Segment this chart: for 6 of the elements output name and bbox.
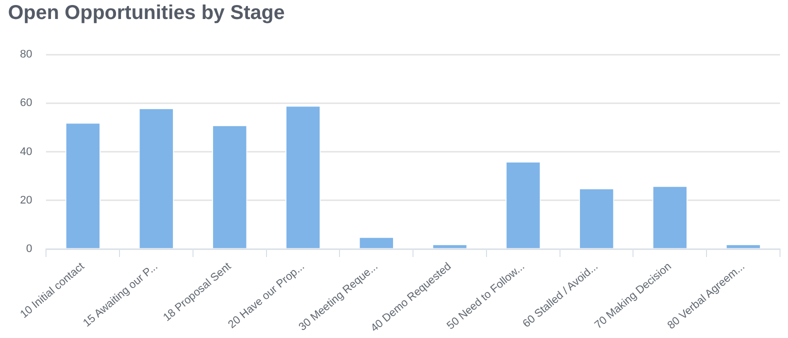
y-tick-label: 80 (20, 48, 32, 61)
y-tick-label: 0 (26, 243, 32, 256)
y-tick-label: 40 (20, 146, 32, 158)
y-tick-label: 60 (20, 97, 32, 110)
chart-title: Open Opportunities by Stage (8, 2, 285, 25)
y-tick-label: 20 (20, 194, 32, 206)
